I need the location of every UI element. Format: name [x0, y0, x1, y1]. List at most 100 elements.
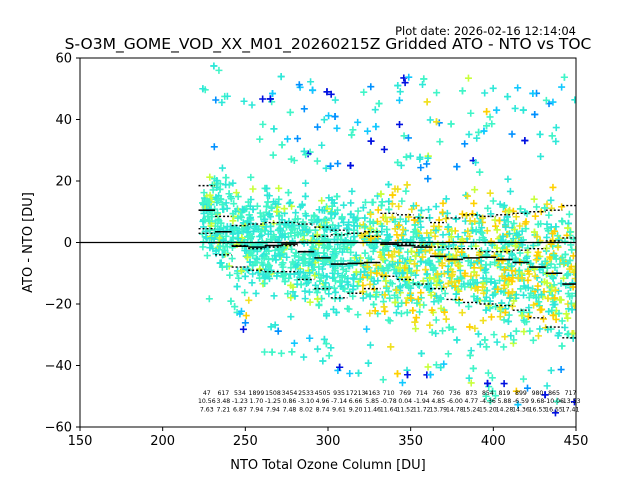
scatter-point	[413, 299, 421, 307]
scatter-point	[267, 203, 275, 211]
x-tick-label: 150	[68, 434, 93, 449]
scatter-point	[535, 302, 543, 310]
scatter-point	[445, 323, 453, 331]
scatter-point	[253, 202, 261, 210]
scatter-point	[508, 130, 516, 138]
scatter-point	[447, 120, 455, 128]
bin-stat-value: -13.53	[561, 398, 581, 405]
scatter-point	[312, 249, 320, 257]
scatter-point	[496, 277, 504, 285]
chart-title: S-O3M_GOME_VOD_XX_M01_20260215Z Gridded …	[65, 35, 592, 54]
scatter-point	[301, 287, 309, 295]
scatter-point	[398, 379, 406, 387]
scatter-point	[568, 306, 576, 314]
scatter-point	[241, 246, 249, 254]
scatter-point	[398, 232, 406, 240]
scatter-point	[525, 294, 533, 302]
scatter-point	[543, 382, 551, 390]
scatter-point	[381, 307, 389, 315]
scatter-point	[527, 260, 535, 268]
scatter-point	[306, 298, 314, 306]
scatter-point	[406, 257, 414, 265]
bin-stat-value: -1.25	[265, 398, 281, 405]
scatter-point	[393, 294, 401, 302]
scatter-point	[280, 205, 288, 213]
scatter-point	[543, 200, 551, 208]
scatter-point	[257, 228, 265, 236]
scatter-point	[380, 145, 388, 153]
bin-stat-value: -6.00	[447, 398, 463, 405]
scatter-point	[523, 384, 531, 392]
scatter-point	[340, 201, 348, 209]
y-tick-label: 0	[64, 236, 72, 251]
scatter-point	[388, 253, 396, 261]
scatter-point	[505, 289, 513, 297]
scatter-point	[411, 260, 419, 268]
scatter-point	[350, 213, 358, 221]
bin-stat-value: 11.46	[363, 406, 381, 413]
scatter-point	[467, 272, 475, 280]
scatter-point	[551, 300, 559, 308]
scatter-point	[244, 218, 252, 226]
scatter-point	[403, 181, 411, 189]
scatter-point	[522, 225, 530, 233]
scatter-point	[199, 238, 207, 246]
scatter-point	[337, 257, 345, 265]
scatter-point	[377, 190, 385, 198]
scatter-point	[266, 95, 274, 103]
scatter-point	[206, 173, 214, 181]
bin-stat-value: 854	[482, 390, 494, 397]
scatter-point	[466, 281, 474, 289]
bin-stat-value: -1.94	[414, 398, 430, 405]
scatter-point	[537, 152, 545, 160]
scatter-point	[378, 198, 386, 206]
scatter-point	[269, 151, 277, 159]
scatter-point	[542, 96, 550, 104]
scatter-point	[247, 173, 255, 181]
scatter-point	[273, 272, 281, 280]
scatter-point	[546, 253, 554, 261]
scatter-point	[206, 226, 214, 234]
scatter-point	[548, 132, 556, 140]
scatter-point	[433, 271, 441, 279]
scatter-point	[536, 130, 544, 138]
scatter-point	[336, 278, 344, 286]
scatter-point	[284, 135, 292, 143]
scatter-point	[298, 200, 306, 208]
scatter-point	[322, 279, 330, 287]
scatter-point	[534, 282, 542, 290]
scatter-point	[287, 281, 295, 289]
scatter-point	[424, 154, 432, 162]
scatter-point	[551, 227, 559, 235]
scatter-point	[480, 127, 488, 135]
scatter-point	[379, 246, 387, 254]
scatter-point	[388, 200, 396, 208]
scatter-point	[428, 306, 436, 314]
scatter-point	[218, 164, 226, 172]
scatter-point	[246, 258, 254, 266]
scatter-point	[283, 253, 291, 261]
scatter-point	[483, 252, 491, 260]
scatter-point	[540, 315, 548, 323]
scatter-point	[384, 316, 392, 324]
scatter-point	[345, 218, 353, 226]
scatter-point	[242, 312, 250, 320]
scatter-point	[422, 266, 430, 274]
scatter-point	[562, 281, 570, 289]
scatter-point	[469, 364, 477, 372]
bin-stat-value: 11.64	[380, 406, 398, 413]
scatter-point	[365, 254, 373, 262]
scatter-point	[533, 233, 541, 241]
scatter-point	[287, 229, 295, 237]
scatter-point	[477, 264, 485, 272]
scatter-point	[262, 208, 270, 216]
scatter-point	[436, 138, 444, 146]
scatter-point	[530, 228, 538, 236]
y-tick-label: 60	[55, 52, 72, 67]
scatter-point	[275, 195, 283, 203]
scatter-point	[467, 347, 475, 355]
scatter-point	[294, 231, 302, 239]
scatter-point	[323, 312, 331, 320]
scatter-point	[344, 305, 352, 313]
scatter-point	[458, 210, 466, 218]
